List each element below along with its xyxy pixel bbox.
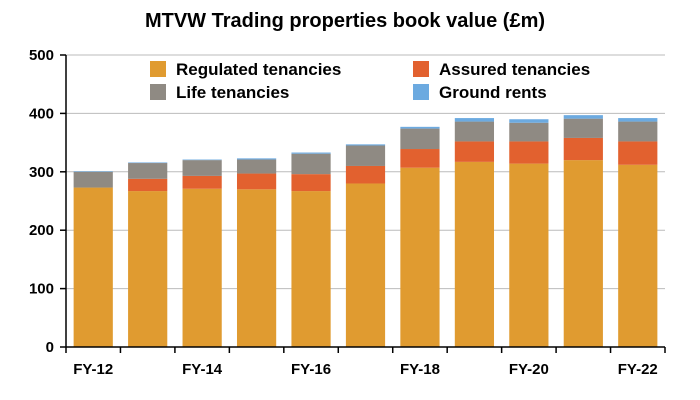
legend-label: Regulated tenancies	[176, 60, 341, 79]
bar-FY-16-assured-tenancies	[291, 174, 331, 192]
y-tick-label: 0	[46, 339, 54, 356]
legend-swatch-life-tenancies	[150, 84, 166, 100]
bar-FY-17-ground-rents	[345, 144, 386, 146]
bar-FY-15-assured-tenancies	[236, 173, 277, 190]
y-tick-label: 300	[29, 164, 54, 181]
bar-FY-21-regulated-tenancies	[563, 160, 603, 347]
bar-FY-13-life-tenancies	[128, 163, 168, 179]
bar-FY-18-regulated-tenancies	[400, 167, 440, 347]
y-tick-label: 500	[29, 47, 54, 64]
legend-label: Life tenancies	[176, 83, 289, 102]
chart-title: MTVW Trading properties book value (£m)	[145, 10, 545, 32]
bar-FY-22-ground-rents	[618, 118, 658, 122]
bar-FY-15-regulated-tenancies	[236, 189, 277, 347]
bar-FY-12-regulated-tenancies	[73, 187, 113, 347]
bar-FY-20-assured-tenancies	[509, 141, 549, 164]
bar-FY-14-regulated-tenancies	[182, 188, 222, 347]
bar-FY-14-ground-rents	[182, 159, 222, 161]
bar-FY-20-life-tenancies	[509, 122, 549, 142]
axes	[65, 55, 665, 348]
bar-FY-15-life-tenancies	[236, 159, 277, 174]
bar-FY-21-life-tenancies	[563, 118, 603, 138]
legend-swatch-assured-tenancies	[413, 61, 429, 77]
y-tick-label: 100	[29, 281, 54, 298]
bar-FY-18-assured-tenancies	[400, 149, 440, 168]
bar-FY-12-life-tenancies	[73, 171, 113, 188]
bar-FY-16-ground-rents	[291, 152, 331, 154]
y-tick-labels: 0 100 200 300 400 500	[29, 47, 66, 356]
bars	[73, 115, 658, 347]
bar-FY-22-life-tenancies	[618, 121, 658, 142]
x-tick-label: FY-14	[182, 361, 223, 378]
legend-swatch-regulated-tenancies	[150, 61, 166, 77]
bar-FY-15-ground-rents	[236, 158, 277, 160]
bar-FY-13-ground-rents	[128, 162, 168, 164]
y-tick-label: 200	[29, 222, 54, 239]
x-tick-label: FY-12	[73, 361, 113, 378]
x-tick-labels: FY-12 FY-14 FY-16 FY-18 FY-20 FY-22	[65, 347, 666, 378]
legend: Regulated tenancies Assured tenancies Life…	[150, 60, 590, 102]
bar-FY-19-regulated-tenancies	[454, 161, 495, 347]
bar-FY-21-assured-tenancies	[563, 137, 603, 161]
x-tick-label: FY-22	[618, 361, 658, 378]
bar-FY-19-assured-tenancies	[454, 141, 495, 162]
bar-FY-14-life-tenancies	[182, 160, 222, 176]
bar-FY-19-life-tenancies	[454, 121, 495, 142]
bar-FY-14-assured-tenancies	[182, 175, 222, 189]
legend-swatch-ground-rents	[413, 84, 429, 100]
bar-FY-17-regulated-tenancies	[345, 183, 386, 347]
bar-FY-17-assured-tenancies	[345, 165, 386, 184]
x-tick-label: FY-20	[509, 361, 549, 378]
bar-FY-21-ground-rents	[563, 115, 603, 119]
bar-FY-17-life-tenancies	[345, 145, 386, 166]
legend-label: Ground rents	[439, 83, 547, 102]
bar-FY-20-regulated-tenancies	[509, 163, 549, 347]
x-tick-label: FY-18	[400, 361, 440, 378]
bar-FY-19-ground-rents	[454, 118, 495, 122]
bar-FY-20-ground-rents	[509, 119, 549, 123]
bar-FY-18-ground-rents	[400, 126, 440, 129]
legend-label: Assured tenancies	[439, 60, 590, 79]
bar-FY-18-life-tenancies	[400, 128, 440, 150]
x-tick-label: FY-16	[291, 361, 331, 378]
bar-FY-13-regulated-tenancies	[128, 191, 168, 347]
bar-FY-12-ground-rents	[73, 171, 113, 172]
bar-FY-16-regulated-tenancies	[291, 191, 331, 347]
y-tick-label: 400	[29, 105, 54, 122]
bar-FY-22-assured-tenancies	[618, 141, 658, 165]
bar-FY-22-regulated-tenancies	[618, 164, 658, 347]
bar-FY-16-life-tenancies	[291, 153, 331, 175]
bar-FY-13-assured-tenancies	[128, 178, 168, 192]
